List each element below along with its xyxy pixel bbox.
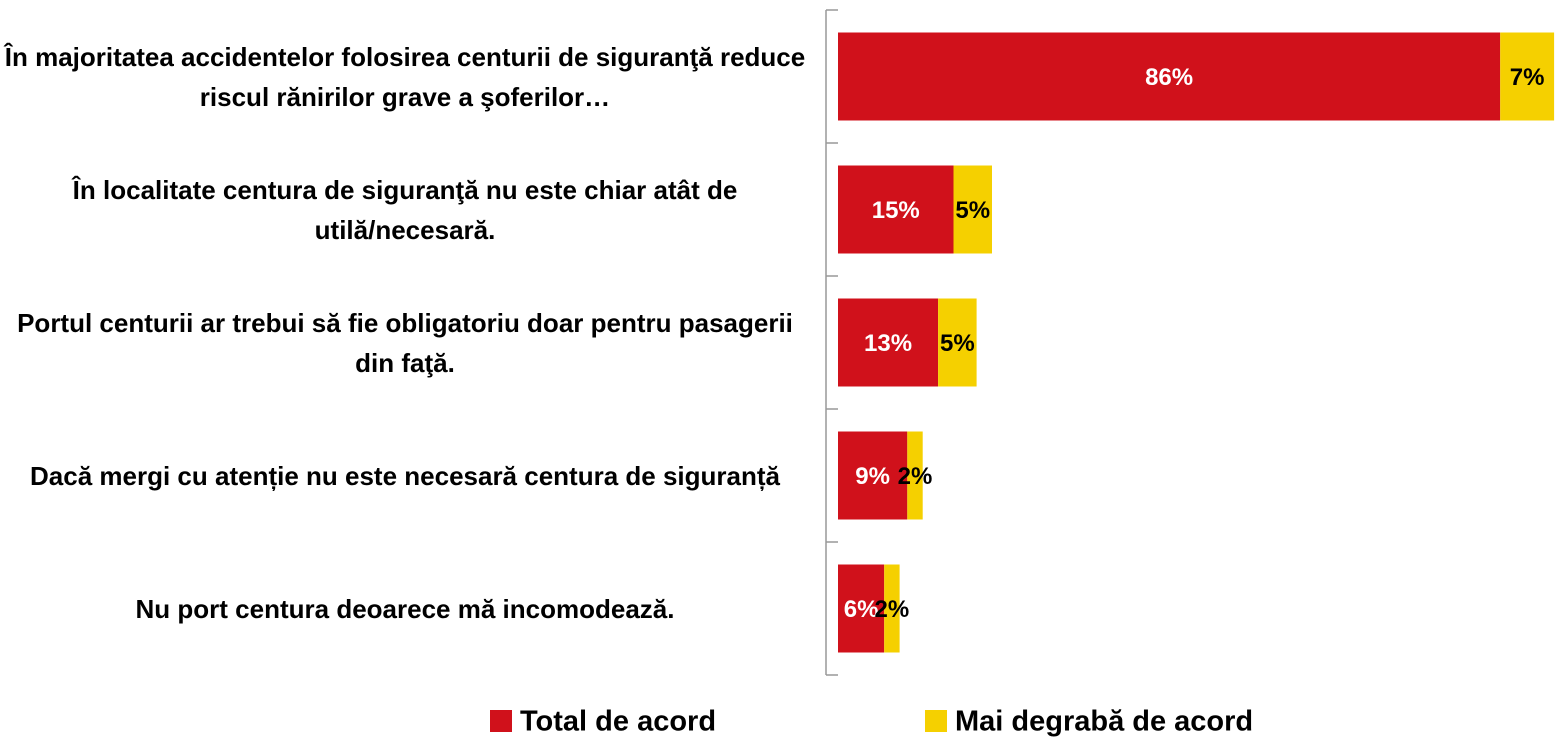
bar-segment [838, 564, 885, 653]
legend-swatch [925, 710, 947, 732]
category-label: Dacă mergi cu atenție nu este necesară c… [30, 460, 780, 491]
value-label: 5% [955, 197, 990, 224]
legend-swatch [490, 710, 512, 732]
bar-segment [838, 165, 954, 254]
bar-segment [838, 431, 908, 520]
value-label: 5% [940, 330, 975, 357]
value-label: 2% [875, 596, 910, 623]
bar-segment [907, 431, 923, 520]
value-label: 13% [864, 330, 912, 357]
bar-segment [838, 32, 1501, 121]
bar-segment [1500, 32, 1555, 121]
category-label: Nu port centura deoarece mă incomodează. [135, 593, 675, 624]
value-label: 2% [898, 463, 933, 490]
value-label: 15% [872, 197, 920, 224]
bar-segment [838, 298, 939, 387]
bar-segment [884, 564, 900, 653]
value-label: 7% [1510, 64, 1545, 91]
bar-segment [953, 165, 992, 254]
legend-label: Total de acord [520, 706, 716, 738]
category-label: În localitate centura de siguranţă nu es… [72, 174, 738, 245]
value-label: 9% [855, 463, 890, 490]
category-label: Portul centurii ar trebui să fie obligat… [17, 307, 793, 378]
legend-label: Mai degrabă de acord [955, 706, 1253, 738]
category-label: În majoritatea accidentelor folosirea ce… [4, 41, 806, 112]
value-label: 86% [1145, 64, 1193, 91]
bar-segment [938, 298, 977, 387]
value-label: 6% [844, 596, 879, 623]
